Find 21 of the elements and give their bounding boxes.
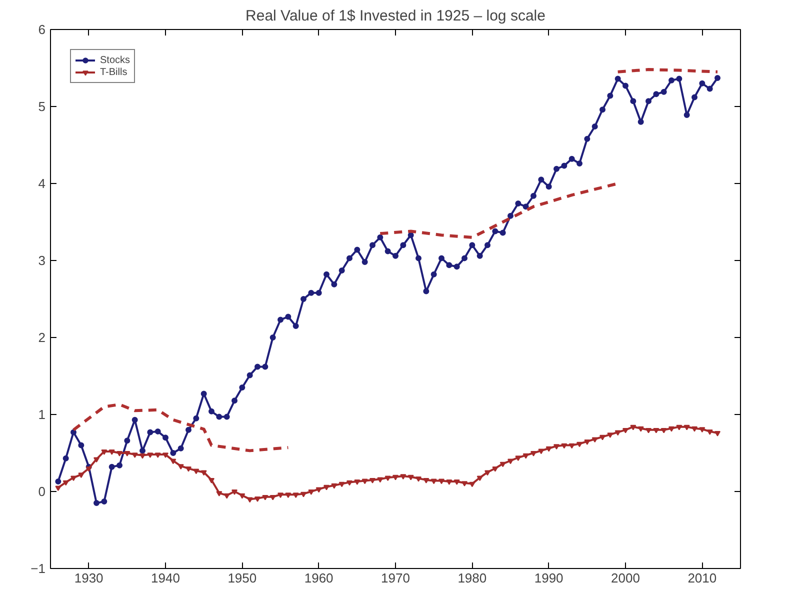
y-tick-label: 4 bbox=[38, 176, 46, 191]
x-tick-label: 2000 bbox=[611, 570, 640, 586]
x-tick-label: 1930 bbox=[74, 570, 104, 586]
line-series bbox=[72, 402, 290, 452]
x-tick-label: 1950 bbox=[228, 570, 257, 586]
x-tick-label: 1980 bbox=[458, 570, 487, 586]
legend-label: Stocks bbox=[100, 54, 130, 66]
x-tick-label: 1960 bbox=[304, 570, 334, 586]
x-tick-label: 2010 bbox=[688, 570, 717, 586]
y-tick-label: 2 bbox=[38, 330, 46, 345]
y-tick-label: 3 bbox=[38, 253, 46, 268]
x-tick-label: 1990 bbox=[534, 570, 564, 586]
y-tick-label: 6 bbox=[38, 22, 46, 37]
x-tick-label: 1940 bbox=[151, 570, 180, 586]
legend-label: T-Bills bbox=[100, 66, 128, 78]
y-tick-label: 0 bbox=[38, 484, 46, 499]
y-tick-label: 1 bbox=[38, 407, 46, 422]
y-tick-label: −1 bbox=[30, 561, 46, 576]
chart-title: Real Value of 1$ Invested in 1925 – log scale bbox=[246, 8, 546, 24]
y-tick-label: 5 bbox=[38, 99, 46, 114]
x-tick-label: 1970 bbox=[381, 570, 410, 586]
